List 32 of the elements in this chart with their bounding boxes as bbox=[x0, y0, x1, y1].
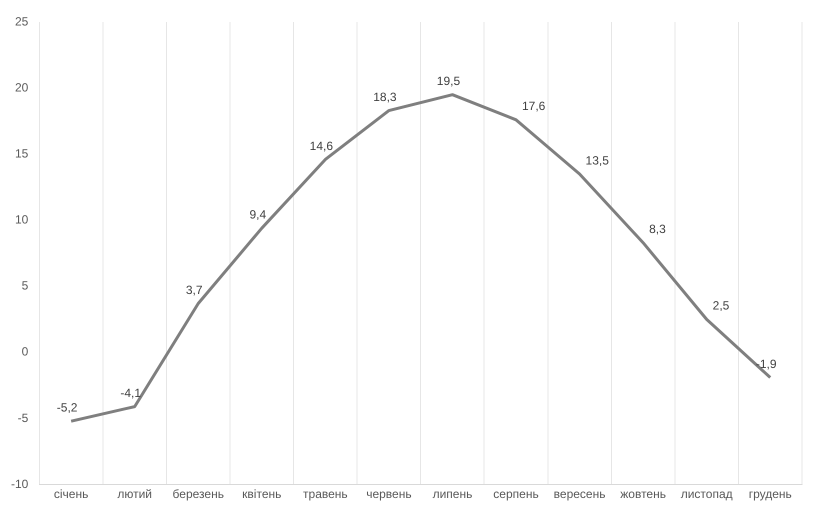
y-tick-label: -5 bbox=[18, 410, 29, 425]
data-label: 13,5 bbox=[586, 153, 610, 168]
x-tick-label: липень bbox=[432, 487, 472, 502]
x-tick-label: листопад bbox=[680, 487, 733, 502]
x-tick-label: травень bbox=[303, 487, 348, 502]
x-tick-label: лютий bbox=[117, 487, 152, 502]
data-label: 14,6 bbox=[310, 138, 334, 153]
x-tick-label: березень bbox=[172, 487, 224, 502]
x-tick-label: червень bbox=[366, 487, 412, 502]
y-tick-label: 10 bbox=[14, 212, 29, 227]
x-tick-label: жовтень bbox=[620, 487, 666, 502]
data-label: 8,3 bbox=[649, 222, 666, 236]
x-tick-label: січень bbox=[54, 487, 88, 502]
data-label: 9,4 bbox=[249, 208, 266, 222]
y-tick-label: -10 bbox=[11, 476, 29, 491]
data-label: 2,5 bbox=[712, 298, 730, 313]
data-label: -5,2 bbox=[56, 400, 78, 414]
x-tick-label: вересень bbox=[554, 487, 606, 502]
data-label: 18,3 bbox=[373, 90, 397, 104]
data-label: -1,9 bbox=[756, 356, 777, 371]
y-tick-label: 20 bbox=[14, 80, 29, 94]
x-tick-label: квітень bbox=[242, 487, 282, 502]
data-label: 19,5 bbox=[436, 74, 460, 88]
y-tick-label: 0 bbox=[22, 344, 29, 359]
y-tick-label: 15 bbox=[14, 146, 29, 160]
y-tick-label: 25 bbox=[14, 14, 29, 28]
x-tick-label: серпень bbox=[493, 487, 539, 502]
y-tick-label: 5 bbox=[22, 278, 29, 293]
data-label: -4,1 bbox=[120, 386, 142, 400]
x-tick-label: грудень bbox=[748, 487, 792, 502]
data-label: 17,6 bbox=[522, 99, 546, 114]
data-label: 3,7 bbox=[186, 282, 203, 297]
